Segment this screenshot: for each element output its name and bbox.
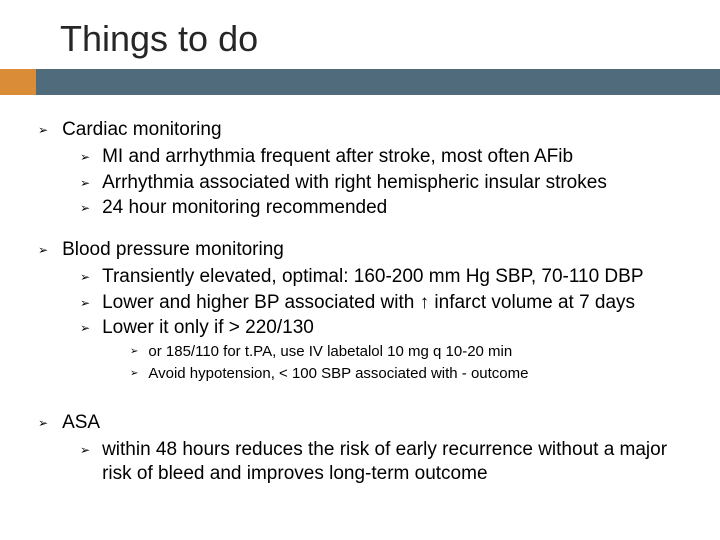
- list-item-text: Transiently elevated, optimal: 160-200 m…: [102, 265, 643, 289]
- chevron-right-icon: ➢: [38, 416, 48, 430]
- list-item: ➢ Lower it only if > 220/130: [80, 316, 690, 340]
- chevron-right-icon: ➢: [80, 150, 90, 164]
- list-item: ➢ ASA: [38, 411, 690, 435]
- list-item: ➢ Avoid hypotension, < 100 SBP associate…: [130, 364, 690, 384]
- chevron-right-icon: ➢: [80, 176, 90, 190]
- list-item-text: MI and arrhythmia frequent after stroke,…: [102, 145, 573, 169]
- chevron-right-icon: ➢: [80, 443, 90, 457]
- title-bar: [36, 69, 720, 95]
- list-item: ➢ Blood pressure monitoring: [38, 238, 690, 262]
- chevron-right-icon: ➢: [80, 321, 90, 335]
- list-item: ➢ Lower and higher BP associated with ↑ …: [80, 291, 690, 315]
- list-item: ➢ MI and arrhythmia frequent after strok…: [80, 145, 690, 169]
- chevron-right-icon: ➢: [80, 270, 90, 284]
- list-item-text: within 48 hours reduces the risk of earl…: [102, 438, 690, 486]
- list-item: ➢ or 185/110 for t.PA, use IV labetalol …: [130, 342, 690, 362]
- list-item: ➢ Arrhythmia associated with right hemis…: [80, 171, 690, 195]
- slide: Things to do ➢ Cardiac monitoring ➢ MI a…: [0, 0, 720, 540]
- content-area: ➢ Cardiac monitoring ➢ MI and arrhythmia…: [38, 118, 690, 487]
- list-item: ➢ Cardiac monitoring: [38, 118, 690, 142]
- chevron-right-icon: ➢: [130, 346, 138, 357]
- list-item: ➢ Transiently elevated, optimal: 160-200…: [80, 265, 690, 289]
- accent-block: [0, 69, 36, 95]
- chevron-right-icon: ➢: [38, 243, 48, 257]
- list-item-text: Lower it only if > 220/130: [102, 316, 314, 340]
- list-item: ➢ within 48 hours reduces the risk of ea…: [80, 438, 690, 486]
- list-item-text: Avoid hypotension, < 100 SBP associated …: [148, 364, 528, 384]
- list-item-text: or 185/110 for t.PA, use IV labetalol 10…: [148, 342, 512, 362]
- list-item-text: Lower and higher BP associated with ↑ in…: [102, 291, 635, 315]
- chevron-right-icon: ➢: [80, 296, 90, 310]
- chevron-right-icon: ➢: [38, 123, 48, 137]
- chevron-right-icon: ➢: [80, 201, 90, 215]
- chevron-right-icon: ➢: [130, 368, 138, 379]
- list-item-text: Arrhythmia associated with right hemisph…: [102, 171, 607, 195]
- list-item-text: Cardiac monitoring: [62, 118, 221, 142]
- list-item-text: ASA: [62, 411, 100, 435]
- list-item-text: 24 hour monitoring recommended: [102, 196, 387, 220]
- list-item: ➢ 24 hour monitoring recommended: [80, 196, 690, 220]
- page-title: Things to do: [60, 18, 258, 60]
- list-item-text: Blood pressure monitoring: [62, 238, 284, 262]
